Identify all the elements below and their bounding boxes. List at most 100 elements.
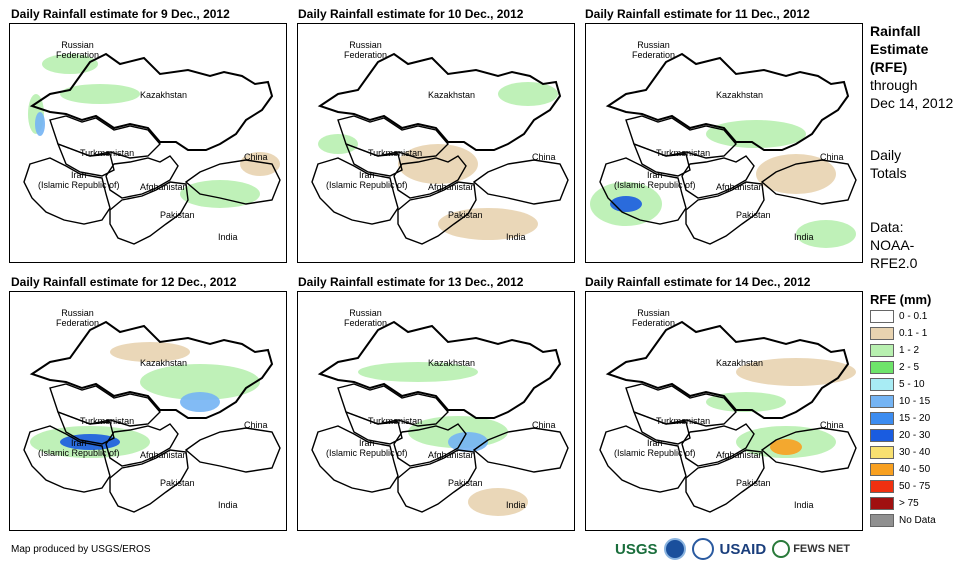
map-label-russia: Russian Federation — [56, 308, 100, 328]
map-panel-5: Russian Federation Kazakhstan Turkmenistan I… — [297, 291, 575, 531]
country-boundary — [109, 449, 189, 513]
region-boundary — [317, 320, 562, 419]
globe-icon — [772, 540, 791, 558]
legend-swatch — [870, 378, 894, 391]
legend-label: 5 - 10 — [899, 379, 925, 390]
map-label-iran: Iran (Islamic Republic of) — [614, 170, 696, 190]
country-boundary — [681, 423, 755, 467]
region-boundary — [29, 320, 274, 419]
map-label-afghanistan: Afghanistan — [140, 450, 188, 460]
region-boundary — [317, 52, 562, 151]
map-label-turkmenistan: Turkmenistan — [368, 148, 423, 158]
sidebar-data: Data: NOAA- RFE2.0 — [870, 218, 917, 272]
map-label-afghanistan: Afghanistan — [428, 450, 476, 460]
country-boundary — [311, 157, 399, 225]
map-label-afghanistan: Afghanistan — [716, 182, 764, 192]
legend-item: No Data — [870, 514, 936, 527]
map-label-kazakhstan: Kazakhstan — [428, 358, 476, 368]
map-label-india: India — [794, 500, 814, 510]
rainfall-patch — [140, 364, 260, 400]
legend-label: 50 - 75 — [899, 481, 931, 492]
country-boundary — [105, 155, 179, 199]
country-boundary — [685, 181, 765, 245]
legend-label: 10 - 15 — [899, 396, 931, 407]
map-label-kazakhstan: Kazakhstan — [140, 90, 188, 100]
legend-label: > 75 — [899, 498, 919, 509]
map-label-kazakhstan: Kazakhstan — [716, 358, 764, 368]
legend-label: 0.1 - 1 — [899, 328, 928, 339]
map-label-india: India — [506, 232, 526, 242]
map-panel-2: Russian Federation Kazakhstan Turkmenistan I… — [297, 23, 575, 263]
fewsnet-logo: FEWS NET — [772, 540, 850, 558]
rainfall-patch — [358, 362, 478, 382]
region-boundary — [605, 320, 850, 419]
legend-item: 30 - 40 — [870, 446, 930, 459]
data-line-1: Data: — [870, 219, 904, 235]
map-svg — [311, 320, 569, 516]
map-label-afghanistan: Afghanistan — [428, 182, 476, 192]
legend-item: 2 - 5 — [870, 361, 919, 374]
country-boundary — [632, 142, 691, 177]
country-boundary — [472, 427, 569, 473]
legend-swatch — [870, 514, 894, 527]
legend-label: 40 - 50 — [899, 464, 931, 475]
country-boundary — [184, 427, 281, 473]
map-label-kazakhstan: Kazakhstan — [716, 90, 764, 100]
legend-swatch — [870, 344, 894, 357]
panel-title-4: Daily Rainfall estimate for 12 Dec., 201… — [11, 275, 237, 289]
map-panel-4: Russian Federation Kazakhstan Turkmenistan I… — [9, 291, 287, 531]
rainfall-patch — [448, 432, 488, 452]
legend-item: 20 - 30 — [870, 429, 930, 442]
country-boundary — [760, 159, 857, 205]
map-panel-6: Russian Federation Kazakhstan Turkmenistan I… — [585, 291, 863, 531]
rainfall-patch — [468, 488, 528, 516]
rainfall-patch — [60, 84, 140, 104]
country-boundary — [760, 427, 857, 473]
map-label-iran: Iran (Islamic Republic of) — [38, 170, 120, 190]
legend-swatch — [870, 463, 894, 476]
rainfall-patch — [796, 220, 856, 248]
region-boundary — [29, 52, 274, 151]
map-label-iran: Iran (Islamic Republic of) — [38, 438, 120, 458]
legend-label: No Data — [899, 515, 936, 526]
map-label-china: China — [244, 420, 268, 430]
map-label-iran: Iran (Islamic Republic of) — [614, 438, 696, 458]
legend-item: 0.1 - 1 — [870, 327, 927, 340]
map-svg — [23, 52, 281, 245]
rainfall-patch — [438, 208, 538, 240]
country-boundary — [23, 157, 111, 225]
legend-label: 2 - 5 — [899, 362, 920, 373]
rainfall-patch — [770, 439, 802, 455]
panel-title-1: Daily Rainfall estimate for 9 Dec., 2012 — [11, 7, 230, 21]
legend-swatch — [870, 310, 894, 323]
map-label-russia: Russian Federation — [632, 308, 676, 328]
map-label-iran: Iran (Islamic Republic of) — [326, 438, 408, 458]
country-boundary — [685, 449, 765, 513]
usaid-logo: USAID — [719, 540, 767, 558]
map-label-pakistan: Pakistan — [448, 478, 483, 488]
rainfall-patch — [35, 112, 45, 136]
legend-item: > 75 — [870, 497, 919, 510]
totals-line-1: Daily — [870, 147, 902, 163]
rainfall-patch — [736, 358, 856, 386]
country-boundary — [344, 142, 403, 177]
rainfall-patch — [706, 120, 806, 148]
map-label-china: China — [820, 420, 844, 430]
legend-item: 40 - 50 — [870, 463, 930, 476]
legend-item: 0 - 0.1 — [870, 310, 927, 323]
map-label-kazakhstan: Kazakhstan — [140, 358, 188, 368]
title-line-2: Estimate — [870, 41, 929, 57]
map-label-china: China — [244, 152, 268, 162]
map-label-india: India — [506, 500, 526, 510]
legend-label: 20 - 30 — [899, 430, 931, 441]
through-text: through — [870, 77, 918, 93]
country-boundary — [184, 159, 281, 205]
map-svg — [590, 52, 857, 248]
rainfall-patch — [498, 82, 558, 106]
rainfall-patch — [398, 144, 478, 184]
usgs-logo: USGS — [615, 540, 658, 558]
country-boundary — [472, 159, 569, 205]
country-boundary — [393, 155, 467, 199]
credit-text: Map produced by USGS/EROS — [11, 544, 151, 555]
title-line-3: (RFE) — [870, 59, 908, 75]
